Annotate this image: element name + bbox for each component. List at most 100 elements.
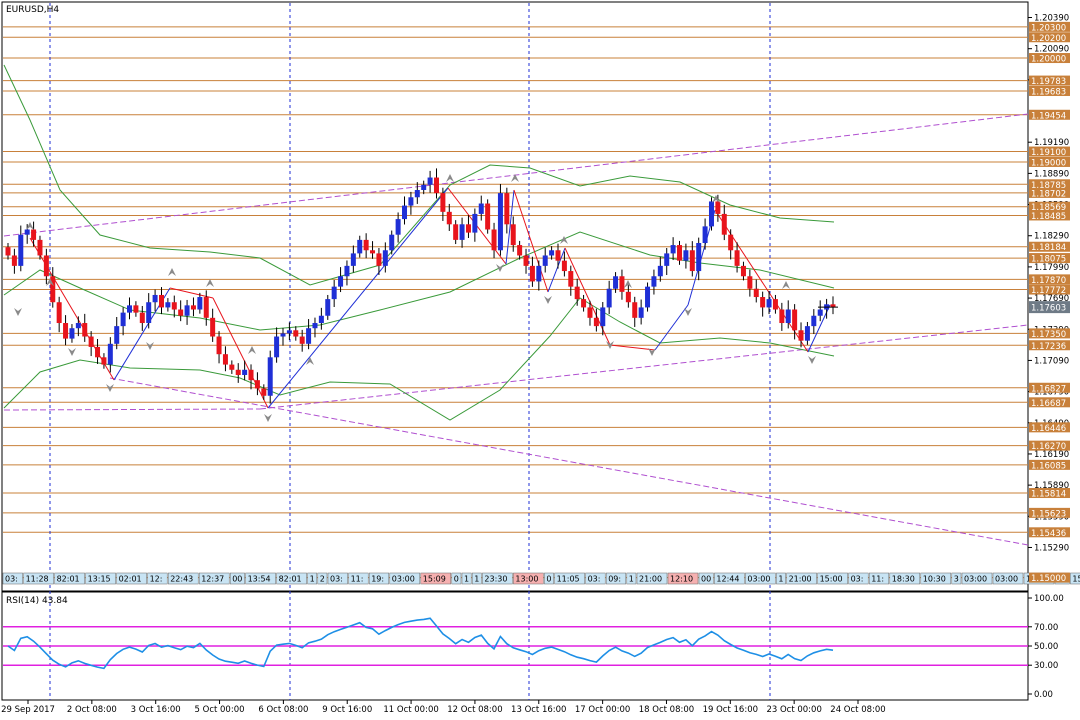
candle-bullish (127, 305, 133, 313)
level-price-tag-label: 1.19000 (1031, 158, 1066, 168)
session-time-tag-label: 03: (5, 575, 18, 584)
zigzag-segment (654, 304, 689, 351)
candle-bearish (363, 239, 369, 251)
zigzag-segment (505, 189, 515, 265)
candle-bullish (459, 224, 465, 240)
session-time-tag (585, 572, 606, 585)
session-time-tag (461, 572, 472, 585)
session-time-tag (817, 572, 848, 585)
fractal-up-arrow-icon (306, 357, 314, 365)
candle-bearish (229, 364, 235, 370)
time-tick-label: 6 Oct 08:00 (258, 705, 308, 715)
candle-bearish (625, 291, 631, 303)
level-price-tag (1029, 459, 1070, 470)
candle-bearish (158, 294, 164, 308)
level-price-tag (1029, 422, 1070, 433)
candle-bullish (606, 288, 612, 308)
session-time-tag (348, 572, 369, 585)
candle-bearish (235, 369, 241, 375)
time-tick-label: 12 Oct 08:00 (447, 705, 502, 715)
level-price-tag-label: 1.18075 (1031, 255, 1066, 265)
candle-bullish (382, 250, 388, 266)
fractal-up-arrow-icon (712, 195, 720, 203)
level-price-tag-label: 1.16687 (1031, 399, 1066, 409)
trend-line (109, 377, 1029, 546)
session-time-tag-label: 15:30 (1072, 575, 1080, 584)
candle-bullish (197, 297, 203, 310)
candle-bullish (600, 307, 606, 327)
session-time-tag-label: 82:01 (57, 575, 80, 584)
candle-bearish (56, 302, 62, 324)
session-time-tag-label: 1 (629, 575, 634, 584)
session-time-tag (368, 572, 390, 585)
candle-bullish (286, 330, 292, 334)
session-time-tag-label: 21:00 (789, 575, 812, 584)
session-time-tag-label: 2 (320, 575, 325, 584)
session-time-tag (54, 572, 85, 585)
session-time-tag-label: 13:15 (88, 575, 111, 584)
candle-bearish (293, 330, 299, 337)
rsi-tick-label: 0.00 (1034, 690, 1053, 700)
session-time-tag-label: 03:00 (392, 575, 415, 584)
session-time-tag-label: 21:00 (639, 575, 662, 584)
candle-bullish (184, 305, 190, 316)
candle-bullish (414, 190, 420, 198)
session-time-tag (317, 572, 328, 585)
candle-bearish (178, 309, 184, 316)
session-time-tag-label: 13:00 (515, 575, 538, 584)
time-tick-label: 23 Oct 00:00 (766, 705, 821, 715)
candle-bearish (254, 380, 260, 389)
session-time-tag (951, 572, 962, 585)
candle-bullish (638, 307, 644, 318)
candle-bullish (542, 255, 548, 266)
level-price-tag-label: 1.15623 (1031, 509, 1066, 519)
candle-bearish (772, 299, 778, 310)
time-tick-label: 24 Oct 08:00 (830, 705, 885, 715)
moving-average-band (3, 297, 835, 421)
candle-bullish (350, 253, 356, 266)
session-time-tag-label: 11:05 (557, 575, 580, 584)
candle-bullish (670, 245, 676, 254)
session-time-tag (276, 572, 307, 585)
price-axis: 1.203901.200901.197901.191901.188901.185… (1028, 14, 1070, 584)
candle-bullish (331, 286, 337, 300)
candle-bearish (37, 239, 43, 256)
candle-bearish (760, 297, 766, 308)
rsi-tick-label: 30.00 (1034, 661, 1058, 671)
level-price-tag (1029, 75, 1070, 86)
candle-bullish (389, 234, 395, 251)
candle-bullish (613, 276, 619, 289)
candle-bearish (715, 201, 721, 214)
level-price-tag-label: 1.15000 (1031, 574, 1066, 584)
price-tick-label: 1.18890 (1034, 169, 1069, 179)
candle-bullish (357, 239, 363, 254)
session-time-tag-label: 12:44 (716, 575, 739, 584)
level-price-tag (1029, 53, 1070, 64)
candle-bullish (152, 294, 158, 303)
candle-bearish (632, 302, 638, 318)
rsi-indicator-label: RSI(14) 43.84 (6, 596, 68, 606)
candle-bullish (702, 226, 708, 244)
candle-bullish (421, 184, 427, 191)
level-price-tag-label: 1.18785 (1031, 181, 1066, 191)
session-time-tag-label: 1 (474, 575, 479, 584)
candle-bearish (728, 234, 734, 251)
session-time-tag (420, 572, 452, 585)
candle-bearish (216, 336, 222, 355)
time-tick-label: 29 Sep 2017 (1, 705, 55, 715)
level-price-tag-label: 1.18702 (1031, 189, 1066, 199)
level-price-tag-label: 1.18569 (1031, 203, 1066, 213)
time-tick-label: 2 Oct 08:00 (67, 705, 117, 715)
candle-bearish (721, 213, 727, 235)
session-time-tag-label: 11: (871, 575, 884, 584)
candle-bearish (689, 250, 695, 272)
rsi-tick-label: 70.00 (1034, 623, 1058, 633)
candle-bullish (472, 213, 478, 233)
candle-bullish (114, 326, 120, 344)
price-tick-label: 1.15290 (1034, 543, 1069, 553)
fractal-down-arrow-icon (808, 356, 816, 364)
session-time-tag (667, 572, 699, 585)
session-time-tag (471, 572, 482, 585)
session-time-tag (626, 572, 637, 585)
